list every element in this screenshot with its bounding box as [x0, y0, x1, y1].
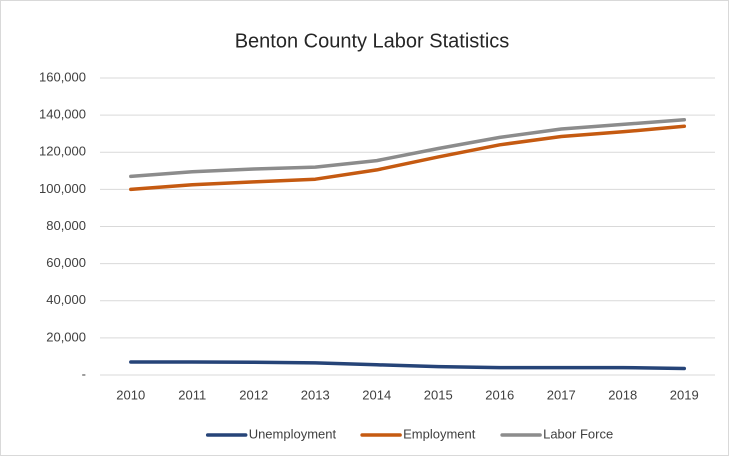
x-tick-label: 2019: [670, 387, 699, 402]
x-tick-label: 2017: [547, 387, 576, 402]
y-tick-label: 100,000: [39, 181, 86, 196]
x-tick-label: 2012: [239, 387, 268, 402]
chart-title: Benton County Labor Statistics: [235, 30, 510, 52]
y-tick-label: 80,000: [46, 218, 86, 233]
y-tick-label: -: [82, 366, 86, 381]
x-tick-label: 2015: [424, 387, 453, 402]
x-tick-label: 2013: [301, 387, 330, 402]
x-tick-label: 2010: [116, 387, 145, 402]
legend-label: Labor Force: [543, 426, 613, 441]
series-line: [129, 118, 687, 179]
legend-label: Unemployment: [249, 426, 337, 441]
series-line: [129, 124, 687, 192]
legend-label: Employment: [403, 426, 476, 441]
y-tick-label: 160,000: [39, 69, 86, 84]
y-tick-label: 60,000: [46, 255, 86, 270]
x-tick-label: 2014: [362, 387, 391, 402]
x-tick-label: 2016: [485, 387, 514, 402]
y-tick-label: 120,000: [39, 144, 86, 159]
y-tick-label: 40,000: [46, 292, 86, 307]
x-tick-label: 2018: [608, 387, 637, 402]
x-tick-label: 2011: [178, 387, 206, 402]
series-line: [129, 360, 687, 371]
y-tick-label: 20,000: [46, 329, 86, 344]
y-tick-label: 140,000: [39, 107, 86, 122]
